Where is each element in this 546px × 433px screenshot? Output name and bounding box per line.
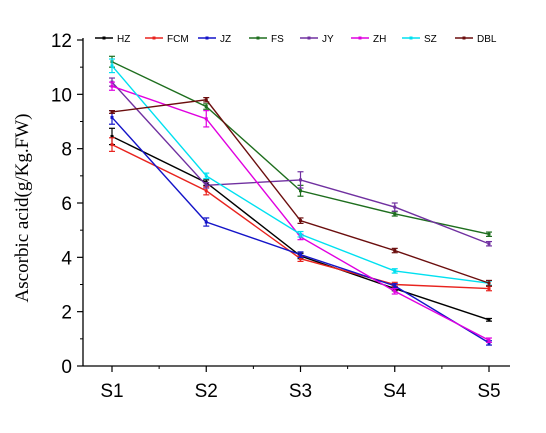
data-point-dbl — [487, 281, 491, 285]
data-point-hz — [110, 134, 114, 138]
data-point-jz — [393, 284, 397, 288]
legend: HZ FCM JZ FS JY ZH SZ DBL — [95, 34, 497, 45]
legend-label-dbl: DBL — [477, 34, 497, 45]
axes: 0 2 4 6 8 10 12 S1 S2 S3 S4 S5 — [51, 31, 510, 402]
x-tick-label: S3 — [289, 381, 312, 402]
series-line-fs — [111, 61, 490, 235]
legend-label-sz: SZ — [424, 34, 437, 45]
series-lines — [109, 55, 492, 346]
series-line-jz — [111, 116, 490, 344]
data-point-jy — [487, 242, 491, 246]
data-point-fcm — [299, 257, 302, 261]
y-tick-label: 10 — [51, 85, 72, 106]
y-tick-label: 8 — [61, 140, 72, 161]
legend-label-jz: JZ — [220, 34, 231, 45]
legend-marker-hz — [102, 36, 106, 40]
y-tick-label: 12 — [51, 31, 72, 52]
data-point-jy — [393, 205, 397, 209]
data-point-hz — [487, 318, 491, 322]
legend-marker-zh — [358, 36, 362, 40]
x-tick-label: S4 — [383, 381, 407, 402]
legend-marker-jz — [205, 36, 209, 40]
data-point-fs — [299, 189, 302, 193]
series-jz — [109, 110, 492, 346]
data-point-sz — [299, 232, 302, 236]
data-point-dbl — [393, 249, 397, 253]
data-point-jz — [299, 253, 302, 257]
legend-marker-jy — [307, 36, 311, 40]
series-line-hz — [111, 135, 490, 321]
data-point-dbl — [110, 110, 114, 114]
data-point-jy — [299, 178, 302, 182]
y-tick-label: 4 — [61, 248, 72, 269]
series-line-fcm — [111, 143, 490, 290]
data-point-fs — [393, 212, 397, 216]
data-point-sz — [110, 64, 114, 68]
data-point-fs — [487, 232, 491, 236]
legend-marker-fcm — [152, 36, 156, 40]
data-point-fcm — [110, 143, 114, 147]
y-axis-label: Ascorbic acid(g/Kg.FW) — [12, 114, 33, 303]
legend-label-hz: HZ — [117, 34, 130, 45]
legend-label-fs: FS — [271, 34, 284, 45]
legend-label-jy: JY — [322, 34, 334, 45]
data-point-zh — [487, 338, 491, 342]
legend-marker-sz — [409, 36, 413, 40]
data-point-sz — [393, 269, 397, 273]
data-point-jy — [204, 183, 208, 187]
data-point-jz — [204, 220, 208, 224]
series-sz — [109, 58, 492, 286]
x-tick-label: S2 — [195, 381, 218, 402]
series-line-zh — [111, 85, 490, 341]
data-point-sz — [204, 174, 208, 178]
x-tick-label: S5 — [477, 381, 500, 402]
series-dbl — [109, 96, 492, 287]
data-point-zh — [393, 289, 397, 293]
data-point-zh — [204, 117, 208, 121]
legend-marker-fs — [256, 36, 260, 40]
data-point-zh — [110, 84, 114, 88]
series-hz — [109, 127, 492, 322]
data-point-dbl — [299, 219, 302, 223]
legend-label-zh: ZH — [373, 34, 386, 45]
y-tick-label: 0 — [61, 357, 72, 378]
data-point-fcm — [204, 189, 208, 193]
series-zh — [109, 81, 492, 343]
x-tick-label: S1 — [100, 381, 123, 402]
series-fs — [109, 55, 492, 238]
data-point-fs — [204, 105, 208, 109]
y-tick-label: 2 — [61, 303, 72, 324]
data-point-fcm — [487, 287, 491, 291]
y-tick-label: 6 — [61, 194, 72, 215]
data-point-dbl — [204, 98, 208, 102]
legend-label-fcm: FCM — [167, 34, 189, 45]
data-point-jz — [110, 115, 114, 119]
legend-marker-dbl — [462, 36, 466, 40]
series-fcm — [109, 137, 492, 292]
